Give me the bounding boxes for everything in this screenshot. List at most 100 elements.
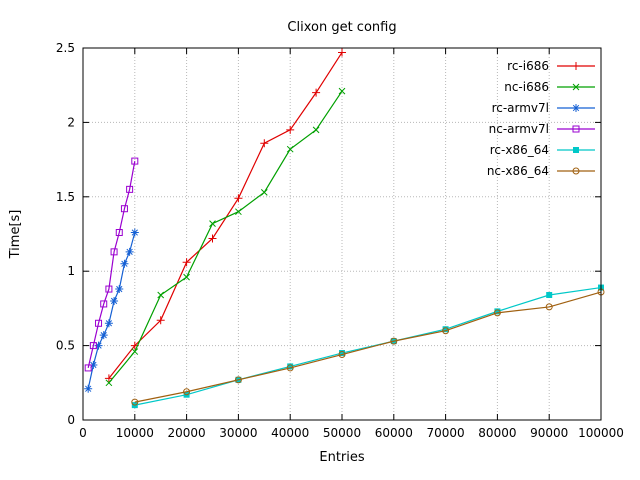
series-line-nc-armv7l — [87, 160, 136, 369]
marker-asterisk — [99, 331, 108, 340]
x-tick-label: 60000 — [375, 426, 413, 440]
marker-circle-open — [338, 351, 346, 359]
x-tick-label: 50000 — [323, 426, 361, 440]
marker-plus — [260, 139, 269, 148]
series-line-rc-x86_64 — [134, 286, 602, 406]
legend-entry-rc-armv7l: rc-armv7l — [492, 101, 595, 115]
marker-cross — [209, 220, 216, 227]
marker-cross — [157, 291, 165, 299]
marker-plus — [572, 62, 580, 70]
y-axis-label: Time[s] — [8, 210, 23, 260]
x-tick-label: 80000 — [478, 426, 516, 440]
legend-label-nc-i686: nc-i686 — [504, 80, 549, 94]
marker-cross — [572, 83, 580, 91]
series-line-rc-i686 — [108, 52, 343, 379]
legend-entry-nc-x86_64: nc-x86_64 — [487, 164, 595, 178]
marker-asterisk — [572, 104, 580, 112]
x-tick-label: 40000 — [271, 426, 309, 440]
marker-square-filled — [573, 147, 579, 153]
marker-circle-open — [442, 327, 450, 335]
marker-cross — [338, 87, 346, 95]
marker-circle-open — [390, 337, 398, 345]
marker-square-open — [95, 319, 103, 327]
legend-entry-rc-i686: rc-i686 — [507, 59, 595, 73]
marker-square-open — [120, 205, 128, 213]
y-tick-label: 1 — [67, 264, 75, 278]
marker-circle-open — [131, 398, 139, 406]
y-tick-label: 1.5 — [56, 190, 75, 204]
marker-asterisk — [84, 384, 93, 393]
marker-cross — [235, 208, 242, 216]
legend: rc-i686 nc-i686 rc-armv7l nc-armv7l rc-x86_6… — [487, 59, 595, 178]
plot-border — [82, 47, 602, 421]
x-tick-label: 90000 — [530, 426, 568, 440]
series-line-rc-armv7l — [87, 232, 136, 389]
marker-asterisk — [89, 360, 98, 369]
marker-plus — [156, 316, 165, 325]
marker-plus — [104, 374, 113, 383]
legend-label-rc-x86_64: rc-x86_64 — [490, 143, 549, 157]
marker-asterisk — [115, 285, 124, 294]
marker-cross — [312, 126, 320, 134]
marker-circle-open — [234, 376, 242, 384]
plot-border-group — [82, 47, 602, 421]
marker-cross — [131, 348, 139, 355]
marker-square-filled — [546, 292, 553, 299]
marker-asterisk — [94, 341, 103, 350]
marker-square-open — [126, 185, 134, 193]
marker-square-open — [131, 157, 139, 165]
marker-asterisk — [130, 228, 139, 237]
series-line-nc-i686 — [108, 90, 343, 384]
chart-title: Clixon get config — [287, 20, 396, 35]
x-tick-label: 30000 — [219, 426, 257, 440]
x-tick-label: 10000 — [116, 426, 154, 440]
marker-plus — [338, 48, 346, 57]
marker-square-open — [84, 364, 92, 372]
marker-asterisk — [104, 319, 113, 328]
x-axis-label: Entries — [319, 450, 365, 465]
y-tick-label: 2.5 — [56, 41, 75, 55]
marker-cross — [105, 379, 113, 387]
marker-plus — [234, 194, 243, 203]
marker-asterisk — [120, 259, 129, 268]
legend-label-rc-armv7l: rc-armv7l — [492, 101, 549, 115]
legend-entry-nc-i686: nc-i686 — [504, 80, 595, 94]
series-line-nc-x86_64 — [134, 291, 602, 403]
marker-square-filled — [339, 350, 345, 357]
legend-entry-rc-x86_64: rc-x86_64 — [490, 143, 595, 157]
y-tick-label: 0.5 — [56, 339, 75, 353]
series-rc-armv7l — [84, 228, 139, 393]
marker-square-open — [100, 300, 108, 308]
legend-label-rc-i686: rc-i686 — [507, 59, 549, 73]
marker-plus — [286, 125, 295, 134]
x-tick-label: 100000 — [578, 426, 624, 440]
series-rc-i686 — [104, 48, 346, 383]
x-tick-label: 70000 — [427, 426, 465, 440]
marker-circle-open — [545, 303, 553, 311]
marker-circle-open — [286, 364, 294, 372]
marker-square-open — [115, 229, 123, 237]
series-group — [84, 48, 605, 409]
marker-cross — [286, 145, 294, 153]
marker-circle-open — [183, 388, 191, 396]
y-tick-label: 2 — [67, 115, 75, 129]
marker-circle-open — [493, 309, 501, 317]
marker-circle-open — [572, 167, 580, 175]
marker-plus — [312, 88, 321, 97]
legend-label-nc-armv7l: nc-armv7l — [489, 122, 549, 136]
marker-asterisk — [110, 296, 119, 305]
marker-square-filled — [442, 326, 449, 333]
legend-entry-nc-armv7l: nc-armv7l — [489, 122, 595, 136]
series-nc-armv7l — [84, 157, 139, 372]
marker-cross — [260, 188, 268, 196]
y-tick-label: 0 — [67, 413, 75, 427]
marker-cross — [183, 273, 190, 281]
x-tick-label: 20000 — [168, 426, 206, 440]
series-nc-i686 — [105, 87, 346, 387]
marker-asterisk — [125, 247, 134, 256]
marker-plus — [208, 234, 217, 243]
marker-square-open — [110, 248, 118, 256]
